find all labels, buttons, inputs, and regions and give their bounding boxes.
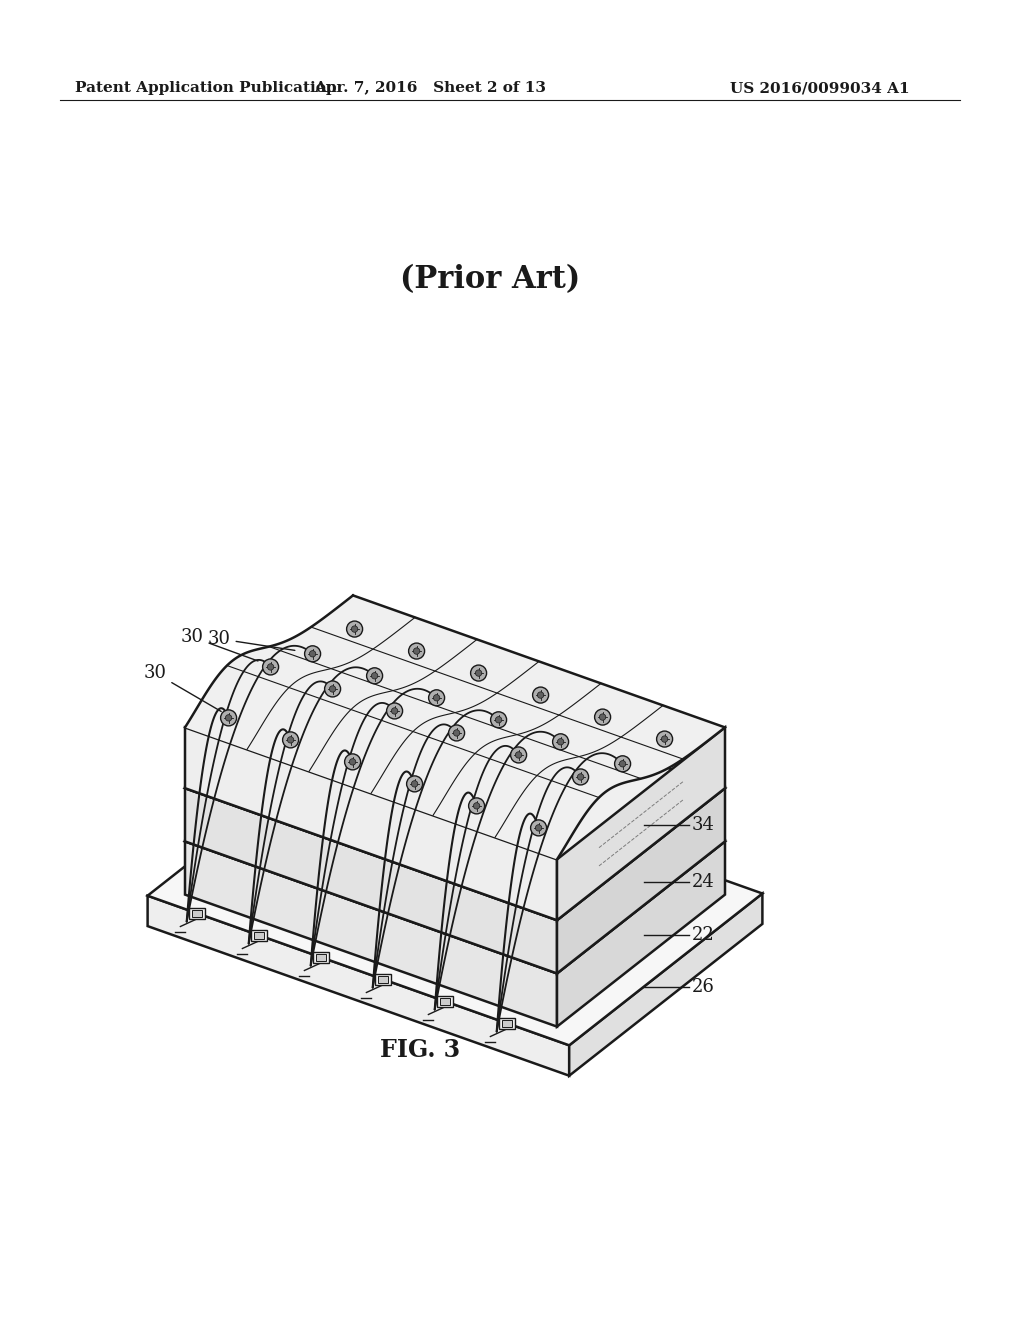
Circle shape xyxy=(614,756,631,772)
Polygon shape xyxy=(569,894,763,1076)
Circle shape xyxy=(473,803,480,809)
Circle shape xyxy=(620,760,626,767)
Text: Patent Application Publication: Patent Application Publication xyxy=(75,81,337,95)
Circle shape xyxy=(449,725,465,741)
Polygon shape xyxy=(502,1020,512,1027)
Circle shape xyxy=(454,730,460,737)
Polygon shape xyxy=(440,998,451,1005)
Circle shape xyxy=(414,648,420,655)
Text: 30: 30 xyxy=(208,630,295,651)
Polygon shape xyxy=(147,744,763,1045)
Circle shape xyxy=(288,737,294,743)
Text: 26: 26 xyxy=(692,978,715,995)
Text: US 2016/0099034 A1: US 2016/0099034 A1 xyxy=(730,81,909,95)
Polygon shape xyxy=(375,974,391,985)
Polygon shape xyxy=(185,727,557,920)
Circle shape xyxy=(536,825,542,832)
Circle shape xyxy=(599,714,606,721)
Circle shape xyxy=(409,643,425,659)
Circle shape xyxy=(557,739,564,744)
Circle shape xyxy=(349,759,355,766)
Polygon shape xyxy=(185,788,557,973)
Circle shape xyxy=(330,686,336,692)
Polygon shape xyxy=(189,908,205,919)
Circle shape xyxy=(325,681,341,697)
Circle shape xyxy=(475,669,482,676)
Text: FIG. 3: FIG. 3 xyxy=(380,1038,460,1063)
Polygon shape xyxy=(557,841,725,1027)
Circle shape xyxy=(496,717,502,723)
Circle shape xyxy=(530,820,547,836)
Polygon shape xyxy=(147,896,569,1076)
Text: Apr. 7, 2016   Sheet 2 of 13: Apr. 7, 2016 Sheet 2 of 13 xyxy=(314,81,546,95)
Circle shape xyxy=(309,651,315,657)
Circle shape xyxy=(511,747,526,763)
Circle shape xyxy=(304,645,321,661)
Circle shape xyxy=(578,774,584,780)
Circle shape xyxy=(572,770,589,785)
Circle shape xyxy=(283,731,299,748)
Circle shape xyxy=(391,708,397,714)
Circle shape xyxy=(225,714,231,721)
Polygon shape xyxy=(185,656,725,920)
Circle shape xyxy=(433,694,439,701)
Circle shape xyxy=(538,692,544,698)
Circle shape xyxy=(262,659,279,675)
Text: 30: 30 xyxy=(143,664,221,711)
Circle shape xyxy=(662,735,668,742)
Circle shape xyxy=(412,780,418,787)
Circle shape xyxy=(407,776,423,792)
Circle shape xyxy=(471,665,486,681)
Polygon shape xyxy=(185,595,725,859)
Polygon shape xyxy=(313,952,329,962)
Circle shape xyxy=(220,710,237,726)
Polygon shape xyxy=(378,975,388,983)
Circle shape xyxy=(490,711,507,727)
Circle shape xyxy=(367,668,383,684)
Circle shape xyxy=(515,752,522,758)
Polygon shape xyxy=(557,727,725,920)
Circle shape xyxy=(346,622,362,638)
Circle shape xyxy=(351,626,357,632)
Polygon shape xyxy=(185,709,725,973)
Text: 30: 30 xyxy=(180,628,258,661)
Circle shape xyxy=(469,797,484,814)
Polygon shape xyxy=(193,909,202,917)
Circle shape xyxy=(387,704,402,719)
Circle shape xyxy=(267,664,273,671)
Circle shape xyxy=(532,688,549,704)
Circle shape xyxy=(595,709,610,725)
Circle shape xyxy=(656,731,673,747)
Circle shape xyxy=(345,754,360,770)
Polygon shape xyxy=(251,929,267,941)
Polygon shape xyxy=(499,1018,515,1028)
Polygon shape xyxy=(437,995,454,1007)
Polygon shape xyxy=(557,788,725,973)
Polygon shape xyxy=(316,954,327,961)
Circle shape xyxy=(372,673,378,678)
Text: 22: 22 xyxy=(692,927,715,944)
Polygon shape xyxy=(254,932,264,939)
Text: 34: 34 xyxy=(692,816,715,834)
Text: (Prior Art): (Prior Art) xyxy=(400,264,581,296)
Polygon shape xyxy=(185,841,557,1027)
Circle shape xyxy=(429,690,444,706)
Text: 24: 24 xyxy=(692,873,715,891)
Circle shape xyxy=(553,734,568,750)
